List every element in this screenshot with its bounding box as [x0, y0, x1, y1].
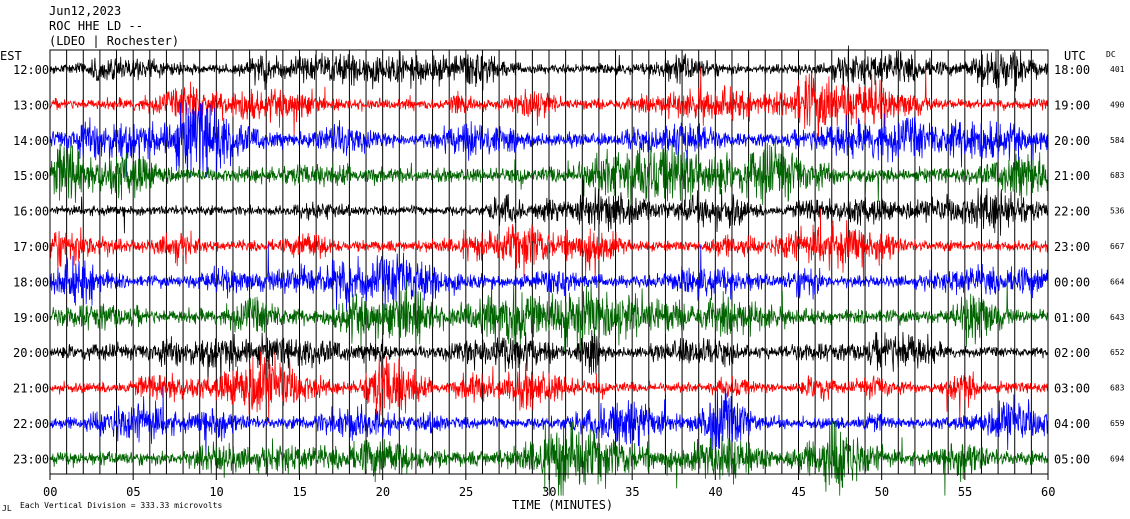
utc-hour-label: 22:00: [1054, 205, 1090, 219]
seismogram-trace: [49, 102, 1049, 178]
dc-offset-label: 683: [1110, 171, 1125, 180]
est-hour-label: 12:00: [13, 63, 49, 77]
seismogram-trace: [49, 45, 1049, 92]
utc-hour-label: 00:00: [1054, 275, 1090, 289]
left-timezone-label: EST: [0, 49, 22, 63]
seismogram-trace: [49, 244, 1049, 312]
row-labels: 12:00 18:00 401 13:00 19:00 490 14:00 20:00 584 1…: [13, 63, 1125, 466]
est-hour-label: 22:00: [13, 417, 49, 431]
x-axis-label: TIME (MINUTES): [512, 498, 613, 512]
seismogram-trace: [49, 279, 1049, 355]
dc-offset-label: 667: [1110, 242, 1125, 251]
est-hour-label: 14:00: [13, 134, 49, 148]
x-tick-label: 50: [875, 485, 889, 499]
dc-offset-label: 659: [1110, 419, 1125, 428]
x-tick-label: 60: [1041, 485, 1055, 499]
trace-group: [49, 45, 1049, 496]
dc-header-label: DC: [1106, 50, 1116, 59]
est-hour-label: 16:00: [13, 205, 49, 219]
est-hour-label: 23:00: [13, 452, 49, 466]
dc-offset-label: 401: [1110, 65, 1125, 74]
footer-mark: JL: [2, 504, 12, 513]
x-tick-label: 20: [376, 485, 390, 499]
seismogram-trace: [49, 208, 1049, 284]
utc-hour-label: 20:00: [1054, 134, 1090, 148]
seismogram-trace: [49, 385, 1049, 461]
x-tick-label: 45: [792, 485, 806, 499]
seismogram-trace: [49, 174, 1049, 236]
utc-hour-label: 23:00: [1054, 240, 1090, 254]
date-label: Jun12,2023: [49, 4, 122, 18]
dc-offset-label: 664: [1110, 277, 1125, 286]
seismogram-trace: [49, 421, 1049, 496]
seismogram-trace: [49, 67, 1049, 142]
x-tick-label: 35: [625, 485, 639, 499]
x-tick-label: 55: [958, 485, 972, 499]
right-timezone-label: UTC: [1064, 49, 1086, 63]
dc-offset-label: 683: [1110, 384, 1125, 393]
dc-offset-label: 694: [1110, 454, 1125, 463]
x-tick-label: 40: [708, 485, 722, 499]
est-hour-label: 13:00: [13, 98, 49, 112]
seismogram-trace: [49, 137, 1049, 208]
station-label: ROC HHE LD --: [49, 19, 143, 33]
utc-hour-label: 21:00: [1054, 169, 1090, 183]
x-tick-label: 00: [43, 485, 57, 499]
dc-offset-label: 490: [1110, 100, 1125, 109]
x-tick-label: 10: [209, 485, 223, 499]
dc-offset-label: 584: [1110, 136, 1125, 145]
vertical-division-note: Each Vertical Division = 333.33 microvol…: [20, 501, 222, 510]
dc-offset-label: 536: [1110, 207, 1125, 216]
seismogram-trace: [49, 351, 1049, 425]
x-axis-ticks: 00 05 10 15 20 25 30 35 40 45 50 55 60: [43, 474, 1055, 499]
utc-hour-label: 02:00: [1054, 346, 1090, 360]
dc-offset-label: 652: [1110, 348, 1125, 357]
utc-hour-label: 01:00: [1054, 311, 1090, 325]
x-tick-label: 15: [293, 485, 307, 499]
seismogram-trace: [49, 330, 1049, 390]
dc-offset-label: 643: [1110, 313, 1125, 322]
est-hour-label: 21:00: [13, 382, 49, 396]
est-hour-label: 17:00: [13, 240, 49, 254]
utc-hour-label: 04:00: [1054, 417, 1090, 431]
x-tick-label: 05: [126, 485, 140, 499]
utc-hour-label: 19:00: [1054, 98, 1090, 112]
est-hour-label: 18:00: [13, 275, 49, 289]
utc-hour-label: 03:00: [1054, 382, 1090, 396]
x-tick-label: 25: [459, 485, 473, 499]
x-tick-label: 30: [542, 485, 556, 499]
est-hour-label: 15:00: [13, 169, 49, 183]
est-hour-label: 20:00: [13, 346, 49, 360]
est-hour-label: 19:00: [13, 311, 49, 325]
utc-hour-label: 05:00: [1054, 452, 1090, 466]
network-label: (LDEO | Rochester): [49, 34, 180, 48]
utc-hour-label: 18:00: [1054, 63, 1090, 77]
